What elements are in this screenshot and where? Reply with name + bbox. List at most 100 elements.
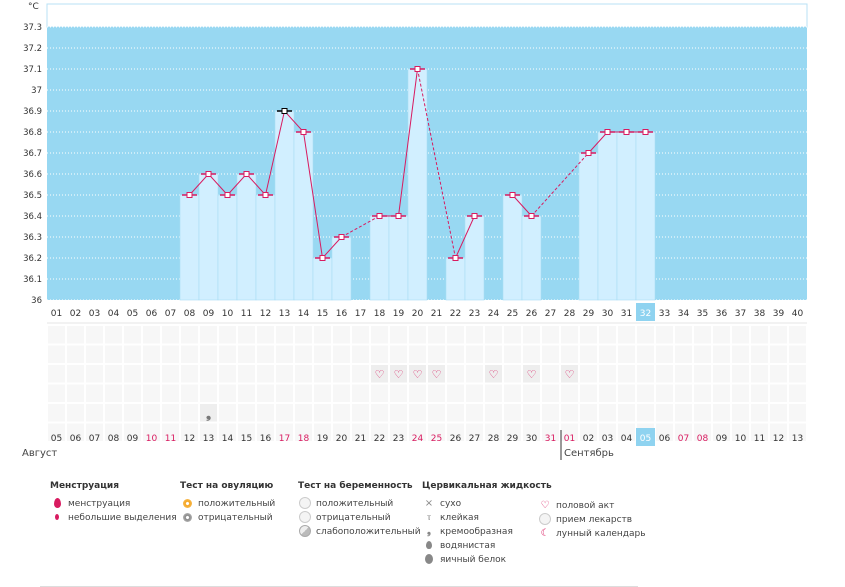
symptom-cell (637, 404, 654, 422)
symptom-cell (67, 365, 84, 383)
symptom-cell (770, 326, 787, 344)
symptom-cell (447, 365, 464, 383)
y-tick-label: 36.7 (23, 149, 42, 159)
symptom-cell (751, 404, 768, 422)
symptom-cell (295, 326, 312, 344)
symptom-cell (67, 384, 84, 402)
symptom-cell (295, 345, 312, 363)
temperature-bar (255, 194, 276, 301)
temperature-point (319, 255, 326, 261)
legend-item-sticky: ⲧ клейкая (422, 511, 552, 525)
date-highlight (636, 428, 655, 446)
temperature-point (186, 192, 193, 198)
temperature-point (338, 234, 345, 240)
symptom-cell (409, 345, 426, 363)
symptom-cell (238, 404, 255, 422)
creamy-icon: ❟ (206, 407, 211, 422)
symptom-cell (333, 384, 350, 402)
y-tick-label: 37.1 (23, 65, 42, 75)
symptom-cell (428, 404, 445, 422)
temperature-bar (521, 215, 542, 301)
y-tick-label: 36.5 (23, 191, 42, 201)
intercourse-cell (561, 365, 578, 383)
month-label: Сентябрь (564, 448, 614, 459)
intercourse-cell (523, 365, 540, 383)
cycle-day-label: 32 (640, 309, 651, 319)
legend-item-spotting: небольшие выделения (50, 511, 177, 525)
symptom-cell (713, 365, 730, 383)
cycle-day-label: 04 (108, 309, 120, 319)
temperature-bar (464, 215, 485, 301)
cycle-day-label: 05 (127, 309, 138, 319)
temperature-point (585, 150, 592, 156)
date-label: 01 (564, 434, 575, 444)
y-tick-label: 36.1 (23, 275, 42, 285)
symptom-cell (86, 326, 103, 344)
symptom-cell (409, 326, 426, 344)
cycle-day-label: 39 (773, 309, 785, 319)
symptom-cell (580, 404, 597, 422)
symptom-cell (656, 365, 673, 383)
legend: Менструация менструация небольшие выделе… (40, 475, 646, 587)
symptom-cell (200, 365, 217, 383)
intercourse-cell (390, 365, 407, 383)
symptom-cell (675, 326, 692, 344)
legend-ovulation: Тест на овуляцию положительный отрицател… (180, 481, 275, 525)
symptom-cell (523, 423, 540, 441)
symptom-cell (561, 384, 578, 402)
date-label: 02 (583, 434, 594, 444)
symptom-cell (124, 384, 141, 402)
date-label: 30 (526, 434, 538, 444)
date-label: 06 (659, 434, 671, 444)
temperature-point (205, 171, 212, 177)
symptom-cell (542, 423, 559, 441)
temperature-point (604, 129, 611, 135)
date-label: 07 (678, 434, 689, 444)
heart-icon: ♡ (413, 368, 423, 381)
symptom-cell (618, 384, 635, 402)
symptom-cell (67, 404, 84, 422)
symptom-cell (694, 345, 711, 363)
symptom-cell (219, 345, 236, 363)
legend-ovulation-title: Тест на овуляцию (180, 481, 274, 491)
symptom-cell (314, 384, 331, 402)
symptom-cell (504, 345, 521, 363)
symptom-cell (390, 423, 407, 441)
date-label: 12 (773, 434, 784, 444)
symptom-cell (86, 384, 103, 402)
symptom-cell (637, 326, 654, 344)
symptom-cell (333, 326, 350, 344)
symptom-cell (409, 423, 426, 441)
symptom-cell (314, 345, 331, 363)
symptom-cell (371, 345, 388, 363)
symptom-cell (713, 423, 730, 441)
symptom-cell (770, 384, 787, 402)
symptom-cell (675, 384, 692, 402)
symptom-cell (200, 423, 217, 441)
symptom-cell (770, 365, 787, 383)
temperature-bar (388, 215, 409, 301)
symptom-cell (713, 345, 730, 363)
symptom-cell (542, 365, 559, 383)
cycle-day-label: 23 (469, 309, 480, 319)
date-label: 18 (298, 434, 310, 444)
date-label: 19 (317, 434, 329, 444)
date-label: 05 (640, 434, 651, 444)
cycle-day-label: 09 (203, 309, 215, 319)
legend-cervical-title: Цервикальная жидкость (422, 481, 552, 491)
symptom-cell (599, 365, 616, 383)
symptom-cell (770, 345, 787, 363)
heart-icon: ♡ (394, 368, 404, 381)
symptom-cell (371, 326, 388, 344)
symptom-cell (618, 404, 635, 422)
cycle-day-label: 28 (564, 309, 576, 319)
symptom-cell (466, 423, 483, 441)
symptom-cell (238, 384, 255, 402)
symptom-cell (732, 423, 749, 441)
heart-icon: ♡ (432, 368, 442, 381)
symptom-cell (219, 326, 236, 344)
temperature-dashed-line (341, 215, 380, 238)
symptom-cell (219, 384, 236, 402)
symptom-cell (618, 423, 635, 441)
symptom-cell (428, 423, 445, 441)
